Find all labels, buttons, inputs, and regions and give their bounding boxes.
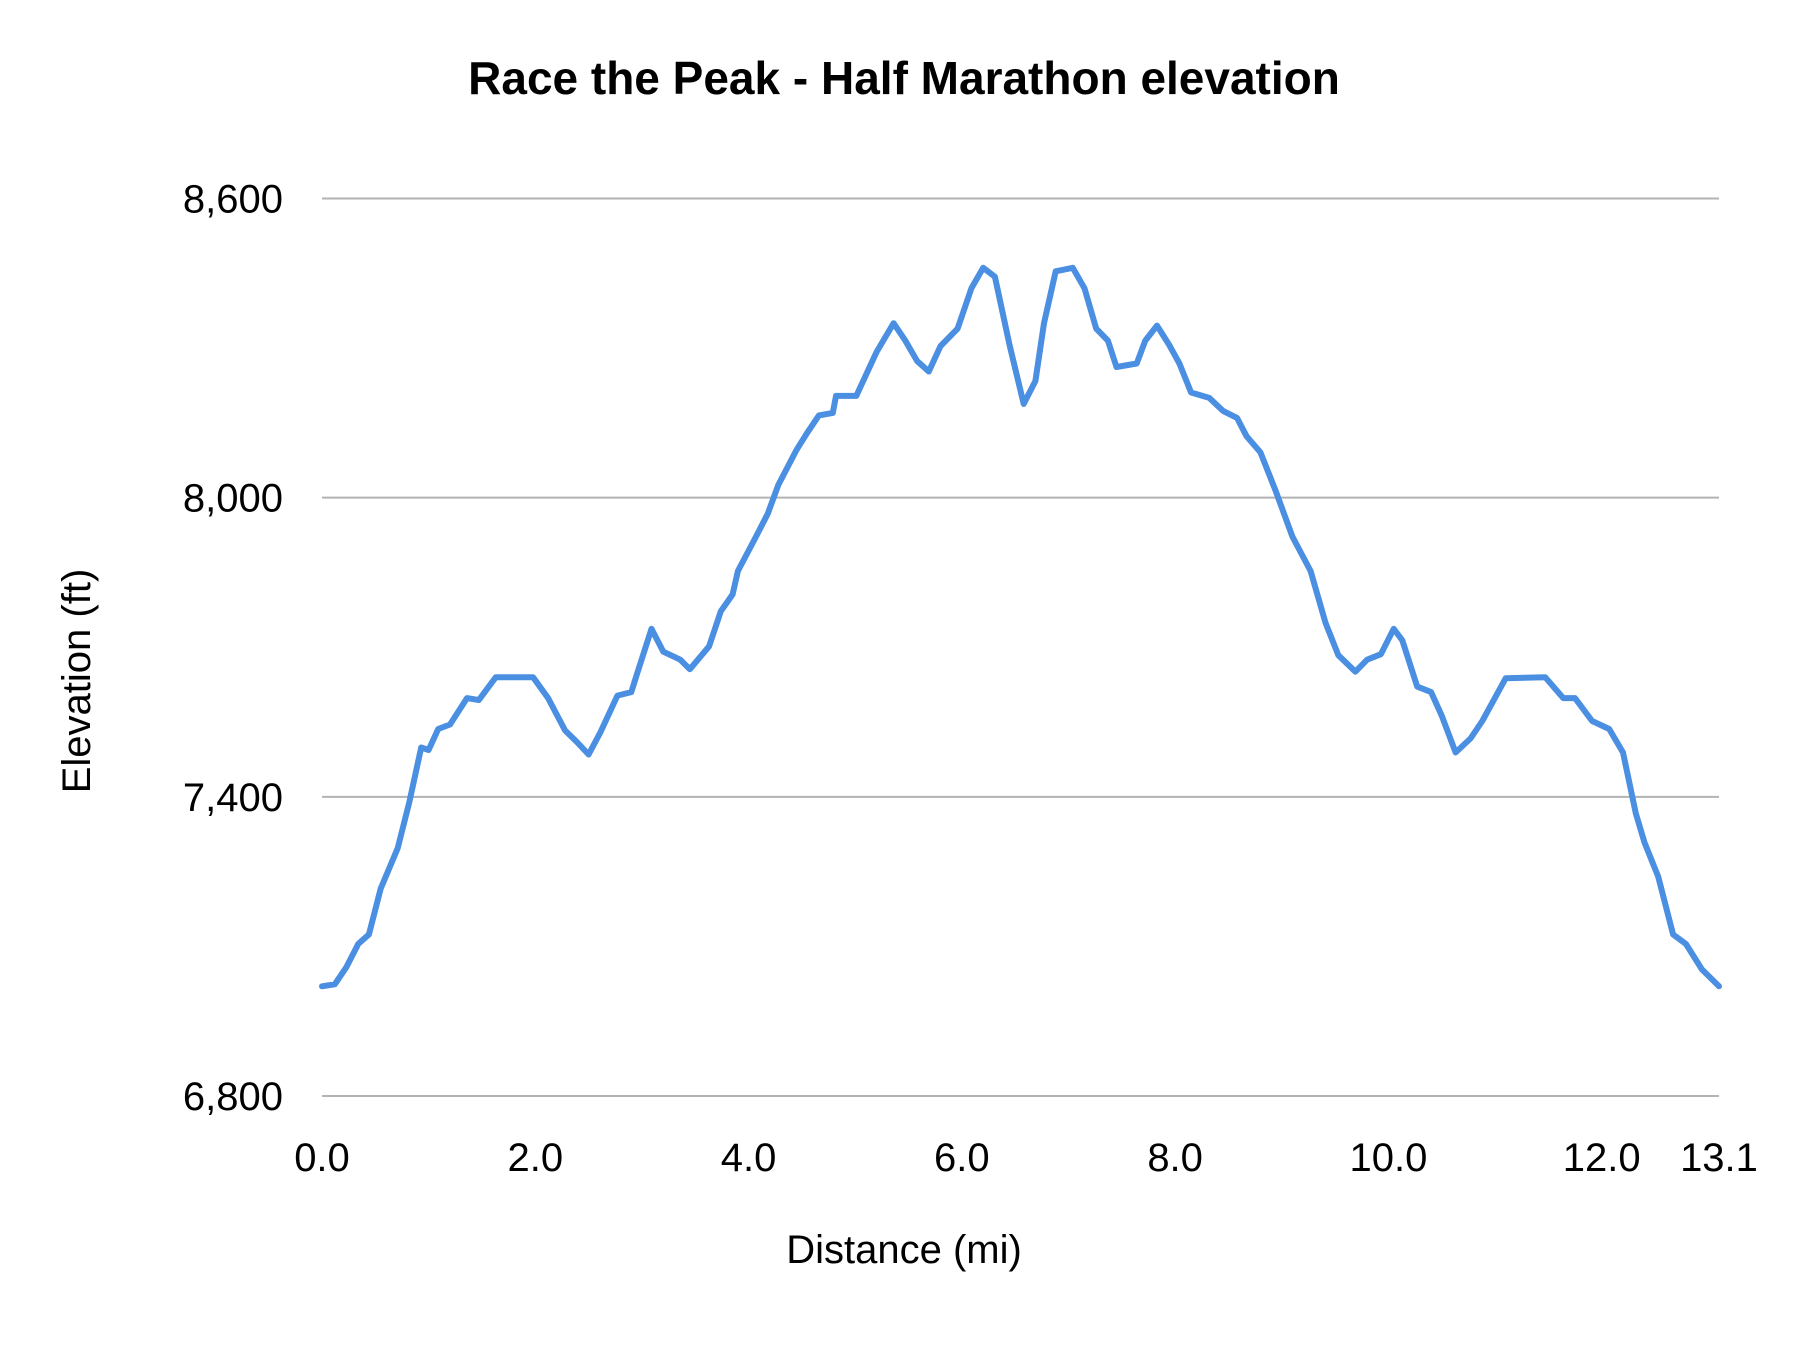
gridlines: [322, 197, 1719, 1097]
y-tick-label: 8,000: [183, 477, 283, 521]
x-tick-labels: 0.0 2.0 4.0 6.0 8.0 10.0 12.0 13.1: [294, 1136, 1758, 1180]
x-tick-label: 0.0: [294, 1136, 350, 1180]
elevation-line: [319, 264, 1722, 990]
x-tick-label: 2.0: [507, 1136, 563, 1180]
y-tick-label: 8,600: [183, 178, 283, 222]
x-tick-label: 13.1: [1680, 1136, 1758, 1180]
y-tick-label: 7,400: [183, 776, 283, 820]
x-tick-label: 10.0: [1349, 1136, 1427, 1180]
x-axis-label: Distance (mi): [786, 1228, 1022, 1272]
y-tick-labels: 6,800 7,400 8,000 8,600: [183, 178, 283, 1120]
x-tick-label: 4.0: [721, 1136, 777, 1180]
x-tick-label: 6.0: [934, 1136, 990, 1180]
y-axis-label: Elevation (ft): [55, 569, 99, 794]
x-tick-label: 8.0: [1147, 1136, 1203, 1180]
chart-title: Race the Peak - Half Marathon elevation: [468, 52, 1340, 104]
x-tick-label: 12.0: [1563, 1136, 1641, 1180]
y-tick-label: 6,800: [183, 1075, 283, 1119]
